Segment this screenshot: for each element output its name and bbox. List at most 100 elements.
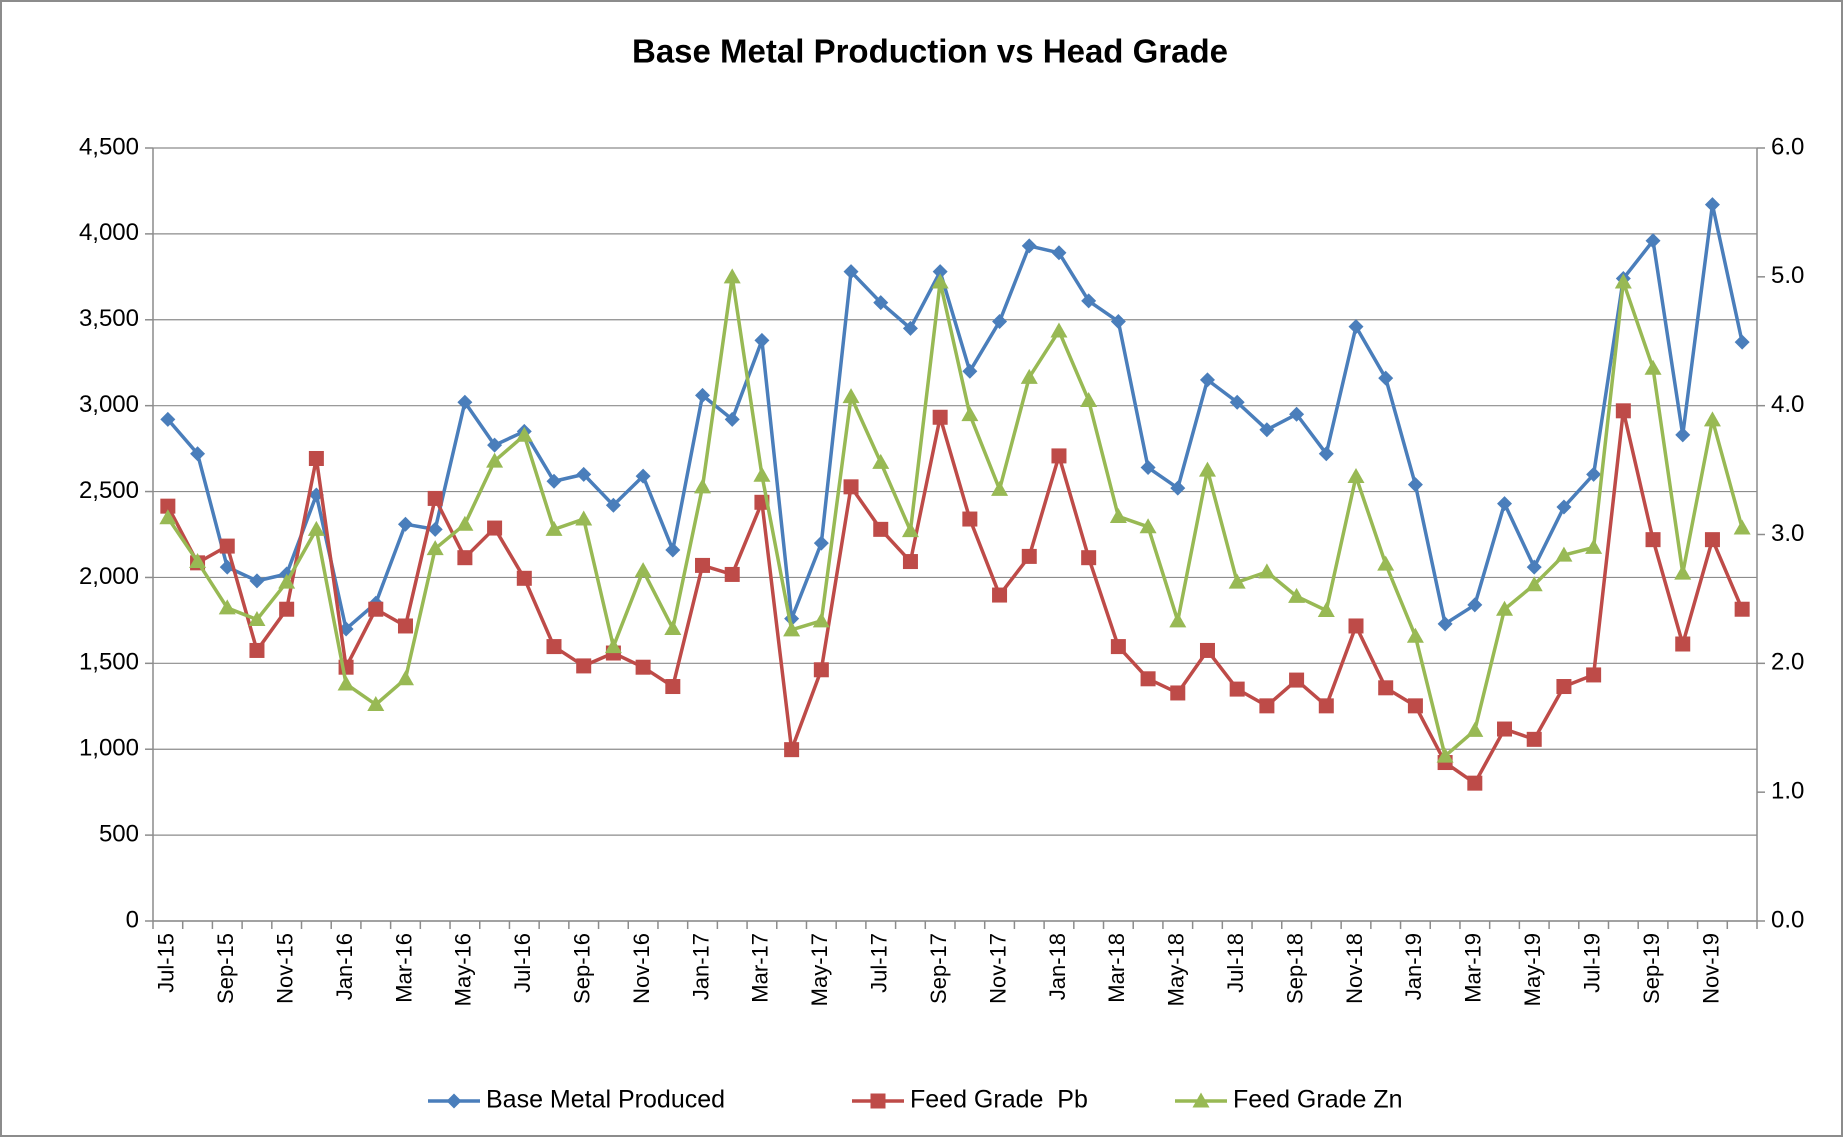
- marker: [397, 516, 413, 532]
- marker: [635, 468, 651, 484]
- marker: [1081, 550, 1097, 566]
- marker: [397, 618, 413, 634]
- marker: [1348, 618, 1364, 634]
- marker: [1675, 427, 1691, 443]
- chart-title: Base Metal Production vs Head Grade: [632, 33, 1228, 70]
- y-tick-label: 0: [126, 906, 139, 933]
- marker: [1140, 460, 1156, 476]
- marker: [872, 453, 890, 469]
- x-tick-label: Jul-17: [867, 933, 892, 993]
- marker: [249, 573, 265, 589]
- legend-label: Feed Grade Pb: [910, 1086, 1088, 1114]
- marker: [1080, 392, 1098, 408]
- marker: [813, 662, 829, 678]
- x-tick-label: Nov-16: [629, 933, 654, 1004]
- marker: [1170, 685, 1186, 701]
- marker: [932, 409, 948, 425]
- legend-marker: [446, 1093, 462, 1109]
- marker: [337, 675, 355, 691]
- marker: [1259, 422, 1275, 438]
- marker: [1259, 698, 1275, 714]
- x-tick-label: Sep-18: [1282, 933, 1307, 1004]
- x-tick-label: Jan-17: [688, 933, 713, 1000]
- marker: [1556, 679, 1572, 695]
- marker: [1615, 403, 1631, 419]
- marker: [1378, 370, 1394, 386]
- marker: [1526, 731, 1542, 747]
- legend-marker: [870, 1093, 886, 1109]
- marker: [932, 264, 948, 280]
- marker: [1110, 313, 1126, 329]
- marker: [695, 387, 711, 403]
- marker: [1020, 368, 1038, 384]
- marker: [724, 411, 740, 427]
- marker: [1467, 597, 1483, 613]
- marker: [873, 521, 889, 537]
- marker: [1051, 245, 1067, 261]
- marker: [279, 601, 295, 617]
- marker: [665, 679, 681, 695]
- marker: [843, 479, 859, 495]
- marker: [218, 599, 236, 615]
- marker: [1228, 573, 1246, 589]
- marker: [516, 570, 532, 586]
- x-tick-label: Sep-19: [1639, 933, 1664, 1004]
- marker: [160, 411, 176, 427]
- x-tick-label: Nov-18: [1342, 933, 1367, 1004]
- marker: [427, 490, 443, 506]
- x-tick-label: Jul-15: [154, 933, 179, 993]
- marker: [486, 452, 504, 468]
- x-tick-label: Jul-18: [1223, 933, 1248, 993]
- marker: [1734, 334, 1750, 350]
- marker: [1051, 448, 1067, 464]
- marker: [546, 639, 562, 655]
- series-line: [166, 409, 1744, 785]
- marker: [1496, 600, 1514, 616]
- marker: [1288, 587, 1306, 603]
- marker: [1497, 721, 1513, 737]
- marker: [901, 522, 919, 538]
- y2-tick-label: 2.0: [1771, 649, 1804, 676]
- marker: [1586, 466, 1602, 482]
- y-tick-label: 500: [99, 820, 139, 847]
- marker: [545, 520, 563, 536]
- marker: [1378, 680, 1394, 696]
- marker: [1050, 322, 1068, 338]
- marker: [248, 611, 266, 627]
- marker: [1734, 601, 1750, 617]
- marker: [1555, 546, 1573, 562]
- marker: [189, 553, 207, 569]
- marker: [487, 520, 503, 536]
- x-tick-label: Jan-18: [1045, 933, 1070, 1000]
- y2-tick-label: 6.0: [1771, 133, 1804, 160]
- legend-marker: [1192, 1092, 1210, 1108]
- marker: [1139, 518, 1157, 534]
- y-tick-label: 3,000: [79, 391, 139, 418]
- marker: [308, 450, 324, 466]
- legend-label: Base Metal Produced: [486, 1086, 725, 1114]
- marker: [1407, 698, 1423, 714]
- marker: [1703, 411, 1721, 427]
- marker: [249, 642, 265, 658]
- marker: [1704, 197, 1720, 213]
- y2-tick-label: 4.0: [1771, 391, 1804, 418]
- marker: [694, 478, 712, 494]
- marker: [1081, 293, 1097, 309]
- marker: [1199, 372, 1215, 388]
- marker: [1170, 480, 1186, 496]
- marker: [813, 535, 829, 551]
- marker: [723, 268, 741, 284]
- marker: [812, 612, 830, 628]
- y2-tick-label: 0.0: [1771, 906, 1804, 933]
- marker: [1645, 233, 1661, 249]
- y2-tick-label: 3.0: [1771, 520, 1804, 547]
- marker: [1169, 612, 1187, 628]
- marker: [1348, 319, 1364, 335]
- x-tick-label: Jan-19: [1401, 933, 1426, 1000]
- y-tick-label: 3,500: [79, 305, 139, 332]
- marker: [1199, 642, 1215, 658]
- x-tick-label: Nov-15: [272, 933, 297, 1004]
- marker: [219, 538, 235, 554]
- marker: [1675, 636, 1691, 652]
